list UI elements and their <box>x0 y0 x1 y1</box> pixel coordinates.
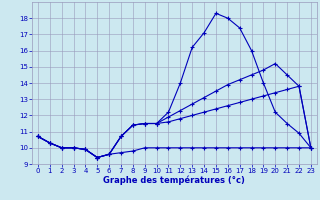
X-axis label: Graphe des températures (°c): Graphe des températures (°c) <box>103 176 245 185</box>
